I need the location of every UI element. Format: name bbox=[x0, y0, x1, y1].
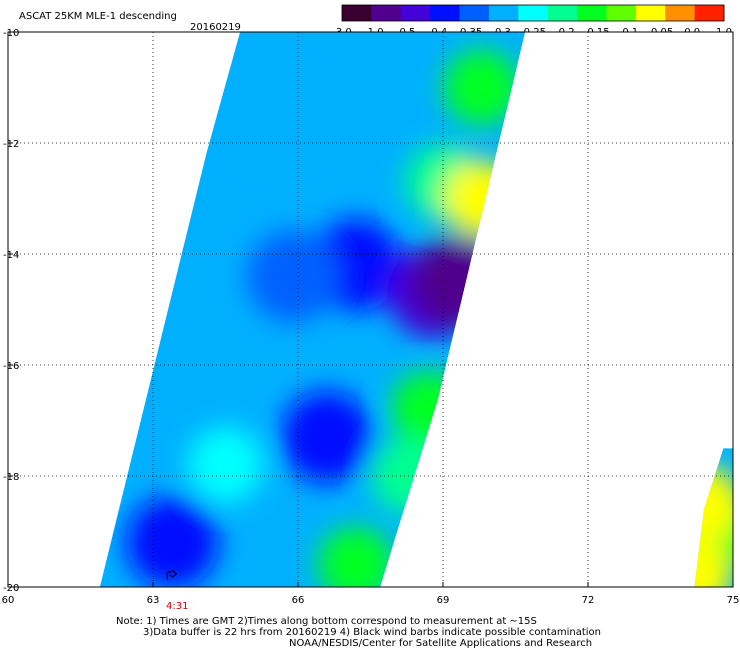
colorbar-swatch bbox=[694, 5, 725, 21]
swath-region bbox=[227, 69, 320, 162]
swath-region bbox=[443, 49, 520, 126]
y-tick-label: -16 bbox=[3, 361, 19, 372]
note-line-1: Note: 1) Times are GMT 2)Times along bot… bbox=[116, 616, 537, 627]
time-marker: 4:31 bbox=[166, 601, 188, 612]
swath-region bbox=[126, 496, 219, 587]
plot-frame bbox=[7, 31, 734, 588]
colorbar-swatch bbox=[635, 5, 666, 21]
colorbar-swatch bbox=[518, 5, 549, 21]
swath-region bbox=[318, 526, 394, 587]
swath-region bbox=[247, 230, 340, 323]
x-tick-label: 63 bbox=[147, 595, 160, 606]
swath-region bbox=[281, 391, 373, 484]
wind-barb bbox=[166, 570, 178, 580]
colorbar-swatch bbox=[577, 5, 607, 21]
y-tick-label: -20 bbox=[3, 583, 19, 594]
chart-date: 20160219 bbox=[190, 22, 241, 33]
x-tick-label: 60 bbox=[2, 595, 15, 606]
swath-region bbox=[187, 426, 264, 503]
colorbar-frame bbox=[341, 4, 725, 22]
colorbar-swatch bbox=[488, 5, 519, 21]
colorbar-swatch bbox=[606, 5, 637, 21]
chart-title: ASCAT 25KM MLE-1 descending bbox=[19, 11, 177, 22]
x-tick-label: 72 bbox=[582, 595, 595, 606]
axis-ticks: 60 63 66 69 72 75 -10 -12 -14 -16 -18 -20 bbox=[2, 28, 740, 606]
grid-lines bbox=[8, 32, 733, 587]
colorbar-swatch bbox=[665, 5, 696, 21]
x-tick-label: 69 bbox=[437, 595, 450, 606]
colorbar-swatch bbox=[371, 5, 402, 21]
colorbar-swatch bbox=[430, 5, 461, 21]
colorbar-swatch bbox=[459, 5, 490, 21]
colorbar-swatch bbox=[400, 5, 431, 21]
note-line-2: 3)Data buffer is 22 hrs from 20160219 4)… bbox=[143, 627, 601, 638]
y-tick-label: -10 bbox=[3, 28, 19, 39]
note-line-3: NOAA/NESDIS/Center for Satellite Applica… bbox=[289, 638, 593, 649]
x-tick-label: 75 bbox=[727, 595, 740, 606]
colorbar-swatch bbox=[547, 5, 578, 21]
y-tick-label: -12 bbox=[3, 139, 19, 150]
colorbar-swatch bbox=[342, 5, 372, 21]
x-tick-label: 66 bbox=[292, 595, 305, 606]
y-tick-label: -18 bbox=[3, 472, 19, 483]
wind-barbs bbox=[166, 570, 178, 580]
swath-region bbox=[694, 537, 733, 587]
y-tick-label: -14 bbox=[3, 250, 19, 261]
